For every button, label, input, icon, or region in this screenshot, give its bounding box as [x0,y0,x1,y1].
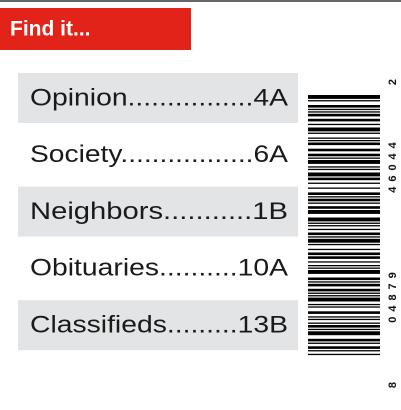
barcode-bar [308,238,380,243]
barcode-bar [308,160,380,164]
barcode-bar [308,123,380,126]
header-bar [0,8,191,50]
barcode-bar [308,292,380,294]
barcode-bar [308,322,380,324]
barcode-bar [308,267,380,269]
barcode-bar [308,232,380,236]
barcode-bar [308,111,380,113]
barcode-digits: 2 [387,79,399,85]
barcode-bar [308,248,380,251]
barcode-bar [308,187,380,189]
barcode-digits: 8 [387,382,399,388]
barcode-bar [308,166,380,168]
row-band [18,300,298,351]
barcode-bar [308,295,380,297]
barcode-bar [308,153,380,157]
barcode-bar [308,137,380,139]
barcode-bar [308,252,380,256]
barcode-bar [308,127,380,132]
barcode-bar [308,331,380,336]
barcode-bar [308,328,380,331]
barcode-bar [308,342,380,344]
barcode-bar [308,316,380,318]
barcode-bar [308,105,380,108]
index-entry: Obituaries..........10A [30,255,288,282]
index-entry: Classifieds.........13B [30,312,288,339]
barcode-bar [308,288,380,292]
barcode-bar [308,277,380,281]
barcode-digits: 04879 [387,267,399,323]
barcode-bar [308,168,380,171]
barcode-bar [308,265,380,267]
barcode-bar [308,236,380,238]
barcode-bar [308,353,380,356]
barcode-bar [308,306,380,308]
barcode-bar [308,95,380,99]
barcode-digits: 46044 [387,137,399,193]
barcode-bar [308,283,380,287]
barcode-bar [308,210,380,214]
index-entry: Neighbors...........1B [30,198,288,225]
barcode-bar [308,100,380,102]
barcode-bar [308,118,380,122]
index-entry: Society.................6A [30,141,288,168]
barcode-bar [308,281,380,283]
barcode-bar [308,182,380,184]
barcode-bar [308,243,380,246]
barcode-bar [308,132,380,134]
barcode-bar [308,108,380,111]
index-entry: Opinion................4A [30,84,288,111]
barcode-bar [308,140,380,142]
barcode-bar [308,346,380,349]
header-title: Find it... [10,18,90,41]
barcode-bar [308,192,380,195]
row-band [18,73,298,123]
barcode-bar [308,177,380,181]
barcode-bar [308,206,380,209]
barcode-bar [308,261,380,263]
barcode-bar [308,318,380,321]
barcode-bar [308,270,380,274]
barcode-bar [308,142,380,146]
barcode-bar [308,172,380,177]
barcode-bar [308,198,380,202]
barcode-bar [308,325,380,328]
barcode-bar [308,228,380,231]
barcode-bar [308,303,380,306]
barcode-bar [308,157,380,159]
barcode-bar [308,222,380,224]
barcode-bar [308,148,380,152]
barcode-bar [308,256,380,259]
barcode-bar [308,297,380,302]
barcode-bar [308,196,380,198]
barcode-bar [308,217,380,222]
barcode-bar [308,350,380,352]
barcode-bar [308,225,380,227]
barcode-bar [308,113,380,117]
barcode-bar [308,202,380,204]
row-band [18,186,298,237]
barcode-bar [308,311,380,314]
barcode-bar [308,338,380,342]
